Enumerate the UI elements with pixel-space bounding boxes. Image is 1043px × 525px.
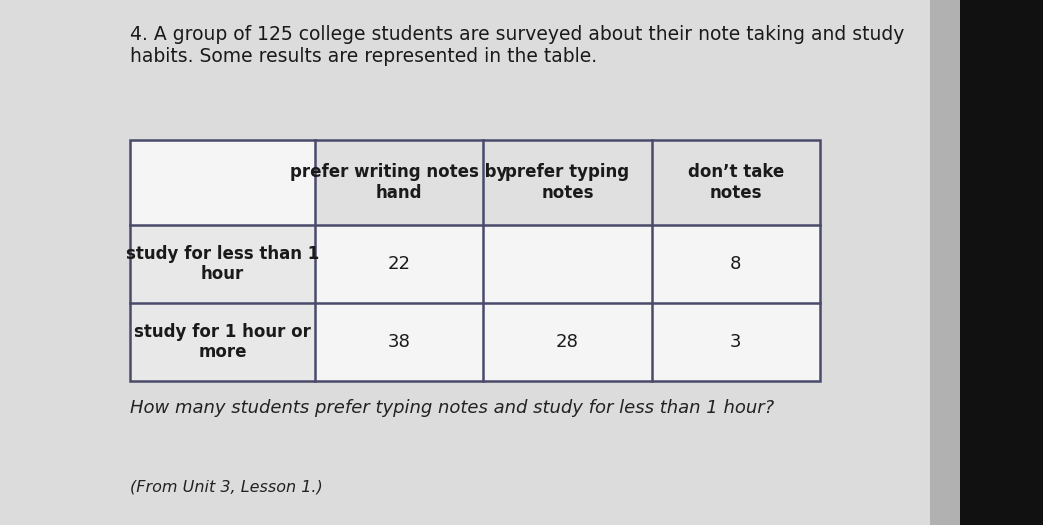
- Text: study for 1 hour or
more: study for 1 hour or more: [135, 322, 311, 361]
- Text: prefer writing notes by
hand: prefer writing notes by hand: [291, 163, 508, 202]
- Text: 28: 28: [556, 333, 579, 351]
- Bar: [315, 140, 820, 225]
- Text: 4. A group of 125 college students are surveyed about their note taking and stud: 4. A group of 125 college students are s…: [130, 25, 904, 66]
- Bar: [130, 140, 820, 381]
- Text: 38: 38: [388, 333, 411, 351]
- Text: (From Unit 3, Lesson 1.): (From Unit 3, Lesson 1.): [130, 480, 322, 495]
- Bar: [130, 225, 315, 303]
- Bar: [960, 0, 1043, 525]
- Text: 22: 22: [388, 255, 411, 273]
- Bar: [930, 0, 960, 525]
- Bar: [130, 140, 820, 381]
- Text: study for less than 1
hour: study for less than 1 hour: [126, 245, 319, 284]
- Bar: [130, 303, 315, 381]
- Text: How many students prefer typing notes and study for less than 1 hour?: How many students prefer typing notes an…: [130, 399, 774, 417]
- Text: don’t take
notes: don’t take notes: [687, 163, 784, 202]
- Text: 8: 8: [730, 255, 742, 273]
- Text: 3: 3: [730, 333, 742, 351]
- Text: prefer typing
notes: prefer typing notes: [506, 163, 630, 202]
